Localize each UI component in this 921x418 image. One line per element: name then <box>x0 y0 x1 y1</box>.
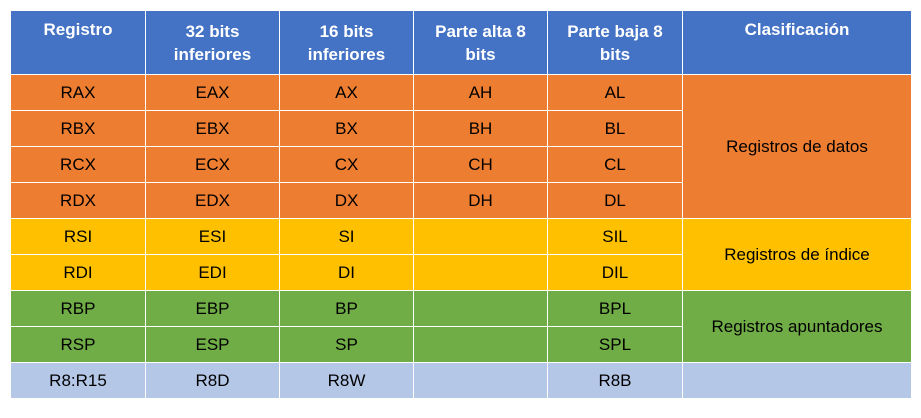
cell-parte-baja: AL <box>547 74 683 111</box>
cell-parte-baja: SIL <box>547 218 683 255</box>
cell-registro: R8:R15 <box>10 362 146 399</box>
group-indice-label: Registros de índice <box>682 218 912 291</box>
cell-16-bits: BP <box>279 290 414 327</box>
cell-32-bits: R8D <box>145 362 280 399</box>
cell-16-bits: SP <box>279 326 414 363</box>
table-row: R8:R15 R8D R8W R8B <box>10 362 912 399</box>
table-row: RAX EAX AX AH AL Registros de datos <box>10 74 912 219</box>
cell-16-bits: AX <box>279 74 414 111</box>
cell-registro: RBP <box>10 290 146 327</box>
cell-registro: RSI <box>10 218 146 255</box>
table-row: RSP ESP SP SPL <box>10 326 912 363</box>
cell-32-bits: EDX <box>145 182 280 219</box>
header-32-bits: 32 bits inferiores <box>145 10 280 75</box>
header-parte-alta: Parte alta 8 bits <box>413 10 548 75</box>
cell-32-bits: EAX <box>145 74 280 111</box>
cell-32-bits: EBX <box>145 110 280 147</box>
group-apuntadores-label: Registros apuntadores <box>682 290 912 363</box>
cell-parte-baja: CL <box>547 146 683 183</box>
table-row: RBX EBX BX BH BL <box>10 110 912 147</box>
cell-parte-baja: BL <box>547 110 683 147</box>
cell-16-bits: BX <box>279 110 414 147</box>
cell-registro: RBX <box>10 110 146 147</box>
cell-parte-alta: AH <box>413 74 548 111</box>
cell-parte-alta <box>413 218 548 255</box>
table-row: RSI ESI SI SIL Registros de índice <box>10 218 912 291</box>
cell-parte-alta <box>413 326 548 363</box>
header-row: Registro 32 bits inferiores 16 bits infe… <box>10 10 912 75</box>
cell-32-bits: ECX <box>145 146 280 183</box>
table-row: RCX ECX CX CH CL <box>10 146 912 183</box>
table-row: RDI EDI DI DIL <box>10 254 912 291</box>
cell-parte-alta: CH <box>413 146 548 183</box>
cell-parte-baja: SPL <box>547 326 683 363</box>
cell-16-bits: DI <box>279 254 414 291</box>
cell-registro: RCX <box>10 146 146 183</box>
cell-parte-alta <box>413 290 548 327</box>
cell-16-bits: CX <box>279 146 414 183</box>
cell-parte-baja: DIL <box>547 254 683 291</box>
cell-parte-alta <box>413 362 548 399</box>
group-datos-label: Registros de datos <box>682 74 912 219</box>
registers-table: Registro 32 bits inferiores 16 bits infe… <box>10 10 912 399</box>
cell-32-bits: EBP <box>145 290 280 327</box>
table-row: RDX EDX DX DH DL <box>10 182 912 219</box>
cell-registro: RDI <box>10 254 146 291</box>
cell-parte-alta: BH <box>413 110 548 147</box>
cell-registro: RAX <box>10 74 146 111</box>
cell-32-bits: ESI <box>145 218 280 255</box>
cell-parte-baja: R8B <box>547 362 683 399</box>
cell-16-bits: R8W <box>279 362 414 399</box>
cell-registro: RSP <box>10 326 146 363</box>
cell-32-bits: EDI <box>145 254 280 291</box>
cell-parte-baja: BPL <box>547 290 683 327</box>
header-clasificacion: Clasificación <box>682 10 912 75</box>
cell-16-bits: SI <box>279 218 414 255</box>
cell-parte-alta <box>413 254 548 291</box>
header-parte-baja: Parte baja 8 bits <box>547 10 683 75</box>
table-row: RBP EBP BP BPL Registros apuntadores <box>10 290 912 363</box>
cell-parte-baja: DL <box>547 182 683 219</box>
header-registro: Registro <box>10 10 146 75</box>
cell-parte-alta: DH <box>413 182 548 219</box>
header-16-bits: 16 bits inferiores <box>279 10 414 75</box>
group-otros-label <box>682 362 912 399</box>
cell-16-bits: DX <box>279 182 414 219</box>
cell-registro: RDX <box>10 182 146 219</box>
cell-32-bits: ESP <box>145 326 280 363</box>
